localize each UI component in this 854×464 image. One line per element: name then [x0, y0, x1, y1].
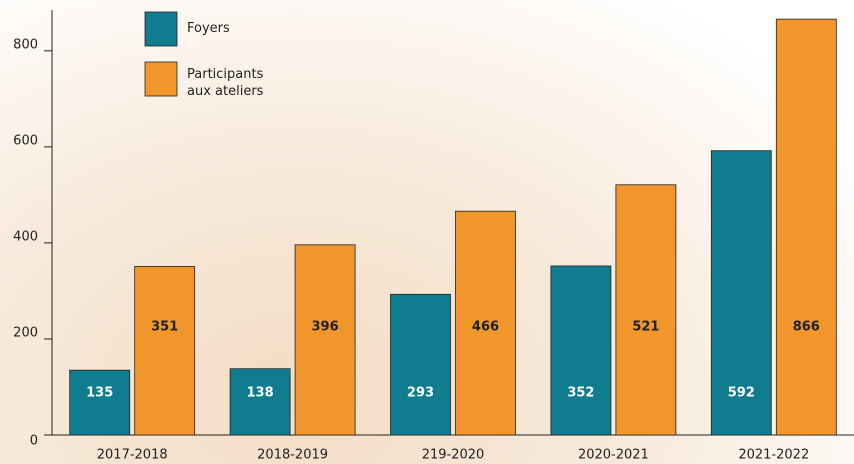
bar: [229, 368, 291, 436]
value-label: 351: [151, 320, 178, 335]
y-tick-label: 200: [13, 325, 38, 340]
bar: [775, 18, 837, 436]
value-label: 135: [86, 386, 113, 401]
value-label: 592: [728, 386, 755, 401]
x-tick-label: 2017-2018: [97, 448, 168, 463]
legend-swatch: [144, 11, 178, 47]
x-tick-label: 219-2020: [422, 448, 485, 463]
y-tick-label: 0: [30, 434, 38, 449]
bar: [390, 293, 451, 436]
legend-swatch: [144, 61, 178, 97]
value-label: 396: [312, 320, 339, 335]
value-label: 293: [407, 386, 434, 401]
bar: [134, 266, 196, 436]
x-tick-label: 2018-2019: [257, 448, 328, 463]
value-label: 466: [472, 320, 499, 335]
x-tick-label: 2020-2021: [578, 448, 649, 463]
legend-label: Foyers: [187, 21, 230, 36]
y-tick-label: 800: [13, 37, 38, 52]
y-tick-label: 600: [13, 133, 38, 148]
bar: [69, 369, 131, 436]
value-label: 866: [793, 320, 820, 335]
value-label: 521: [632, 320, 659, 335]
x-tick-label: 2021-2022: [738, 448, 809, 463]
value-label: 138: [247, 386, 274, 401]
value-label: 352: [567, 386, 594, 401]
bar: [455, 210, 516, 436]
bar: [710, 150, 772, 436]
y-tick-label: 400: [13, 229, 38, 244]
legend-label: Participants aux ateliers: [187, 67, 264, 99]
bar: [615, 184, 677, 436]
bar: [294, 244, 356, 436]
bar: [550, 265, 612, 436]
